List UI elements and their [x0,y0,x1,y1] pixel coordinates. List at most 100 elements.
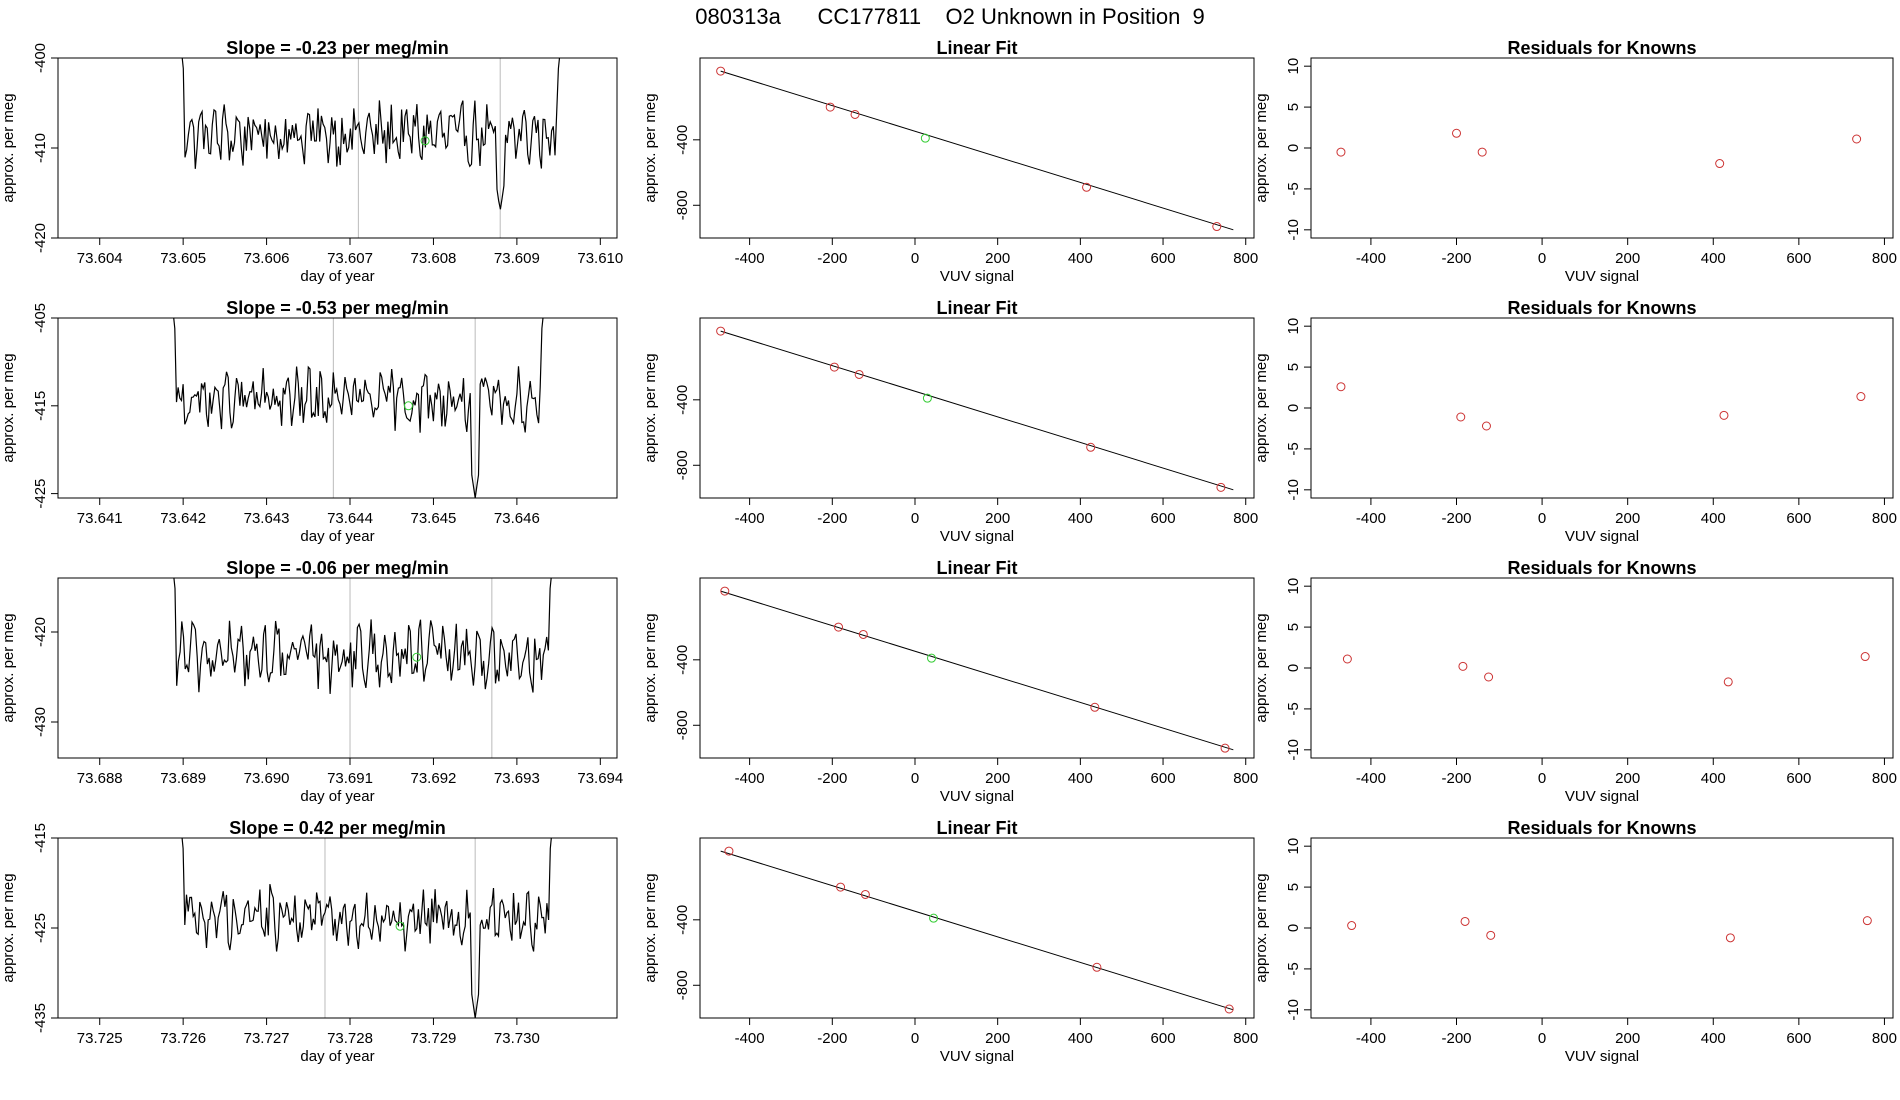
panel-timeseries-row3: Slope = -0.06 per meg/min 73.688 73.689 73.… [0,558,623,805]
known-point [720,586,730,596]
x-tick-label: -200 [817,510,847,527]
y-tick-label: 5 [1285,103,1302,111]
fit-line [720,70,1234,231]
signal-trace [173,578,552,694]
x-tick-label: 0 [911,510,919,527]
y-tick-label: 10 [1285,318,1302,335]
x-tick-label: 600 [1786,1030,1811,1047]
y-tick-label: -400 [674,125,691,155]
residual-point [1452,128,1461,138]
x-tick-label: 73.725 [77,1030,123,1047]
x-axis-label: VUV signal [1565,788,1639,805]
x-tick-label: 800 [1233,770,1258,787]
residual-point [1725,933,1735,943]
residual-point [1456,412,1466,422]
plot-title: Slope = -0.23 per meg/min [226,38,449,58]
plot-title: Slope = -0.53 per meg/min [226,298,449,318]
plot-title: Slope = 0.42 per meg/min [229,818,446,838]
x-tick-label: -200 [817,1030,847,1047]
x-tick-label: 800 [1872,770,1897,787]
plot-area [1347,916,1872,943]
x-tick-label: -200 [1441,250,1471,267]
panel-residuals-row1: Residuals for Knowns -400 -200 0 200 400 600 80… [1253,38,1897,285]
x-axis-label: VUV signal [1565,268,1639,285]
known-point [1212,222,1222,232]
plot-title: Slope = -0.06 per meg/min [226,558,449,578]
x-axis-label: VUV signal [1565,528,1639,545]
x-tick-label: 800 [1872,510,1897,527]
plot-area [181,838,552,1018]
residual-point [1477,147,1487,157]
panel-timeseries-row4: Slope = 0.42 per meg/min 73.725 73.726 73.7… [0,818,618,1065]
x-tick-label: 400 [1068,510,1093,527]
x-tick-label: 73.608 [411,250,457,267]
plot-area [1336,128,1862,169]
panel-timeseries-row2: Slope = -0.53 per meg/min 73.641 73.642 73.… [0,298,618,545]
unknown-point [922,393,932,403]
x-tick-label: 73.730 [494,1030,540,1047]
panel-residuals-row2: Residuals for Knowns -400 -200 0 200 400 600 80… [1253,298,1897,545]
x-tick-label: -400 [735,250,765,267]
x-tick-label: 73.726 [160,1030,206,1047]
x-tick-label: 73.642 [160,510,206,527]
known-point [1216,482,1226,492]
y-tick-label: -400 [674,645,691,675]
y-tick-label: -5 [1285,702,1302,715]
y-tick-label: 10 [1285,838,1302,855]
plot-frame [1310,577,1894,759]
unknown-point [927,653,937,663]
plot-title: Linear Fit [936,558,1017,578]
x-tick-label: 200 [1615,250,1640,267]
plot-area [716,66,1234,232]
plot-frame [699,837,1255,1019]
y-tick-label: -800 [674,710,691,740]
residual-point [1484,672,1494,682]
panel-residuals-row3: Residuals for Knowns -400 -200 0 200 400 600 80… [1253,558,1897,805]
unknown-point [929,913,939,923]
unknown-point [920,133,930,143]
x-tick-label: 73.609 [494,250,540,267]
x-axis-label: day of year [300,788,374,805]
x-tick-label: 200 [985,510,1010,527]
fit-line [720,590,1234,751]
unknown-point [420,136,430,146]
plot-frame [699,57,1255,239]
known-point [860,889,870,899]
x-tick-label: 73.690 [244,770,290,787]
x-axis-label: VUV signal [940,788,1014,805]
x-tick-label: 73.688 [77,770,123,787]
known-point [825,102,835,112]
x-tick-label: 400 [1701,510,1726,527]
y-tick-label: -425 [32,913,49,943]
residual-point [1336,147,1346,157]
y-tick-label: -10 [1285,999,1302,1021]
panel-timeseries-row1: Slope = -0.23 per meg/min 73.604 73.605 73.… [0,38,623,285]
y-tick-label: -415 [32,823,49,853]
x-tick-label: 200 [985,1030,1010,1047]
x-tick-label: 400 [1068,770,1093,787]
x-tick-label: -400 [735,770,765,787]
x-axis-label: VUV signal [1565,1048,1639,1065]
plot-area [173,318,544,498]
x-tick-label: 73.604 [77,250,123,267]
x-tick-label: 0 [911,770,919,787]
x-axis-label: VUV signal [940,528,1014,545]
x-tick-label: 600 [1151,1030,1176,1047]
x-tick-label: 73.643 [244,510,290,527]
y-tick-label: 10 [1285,58,1302,75]
x-tick-label: 800 [1872,1030,1897,1047]
x-axis-label: day of year [300,268,374,285]
y-tick-label: 10 [1285,578,1302,595]
x-tick-label: 73.728 [327,1030,373,1047]
plot-frame [699,317,1255,499]
known-point [850,109,860,119]
y-axis-label: approx. per meg [642,873,659,982]
x-tick-label: -200 [1441,510,1471,527]
plot-area [720,586,1234,753]
residual-point [1342,654,1352,664]
y-tick-label: -5 [1285,962,1302,975]
x-tick-label: 0 [1538,510,1546,527]
y-tick-label: -405 [32,303,49,333]
plot-frame [57,837,618,1019]
